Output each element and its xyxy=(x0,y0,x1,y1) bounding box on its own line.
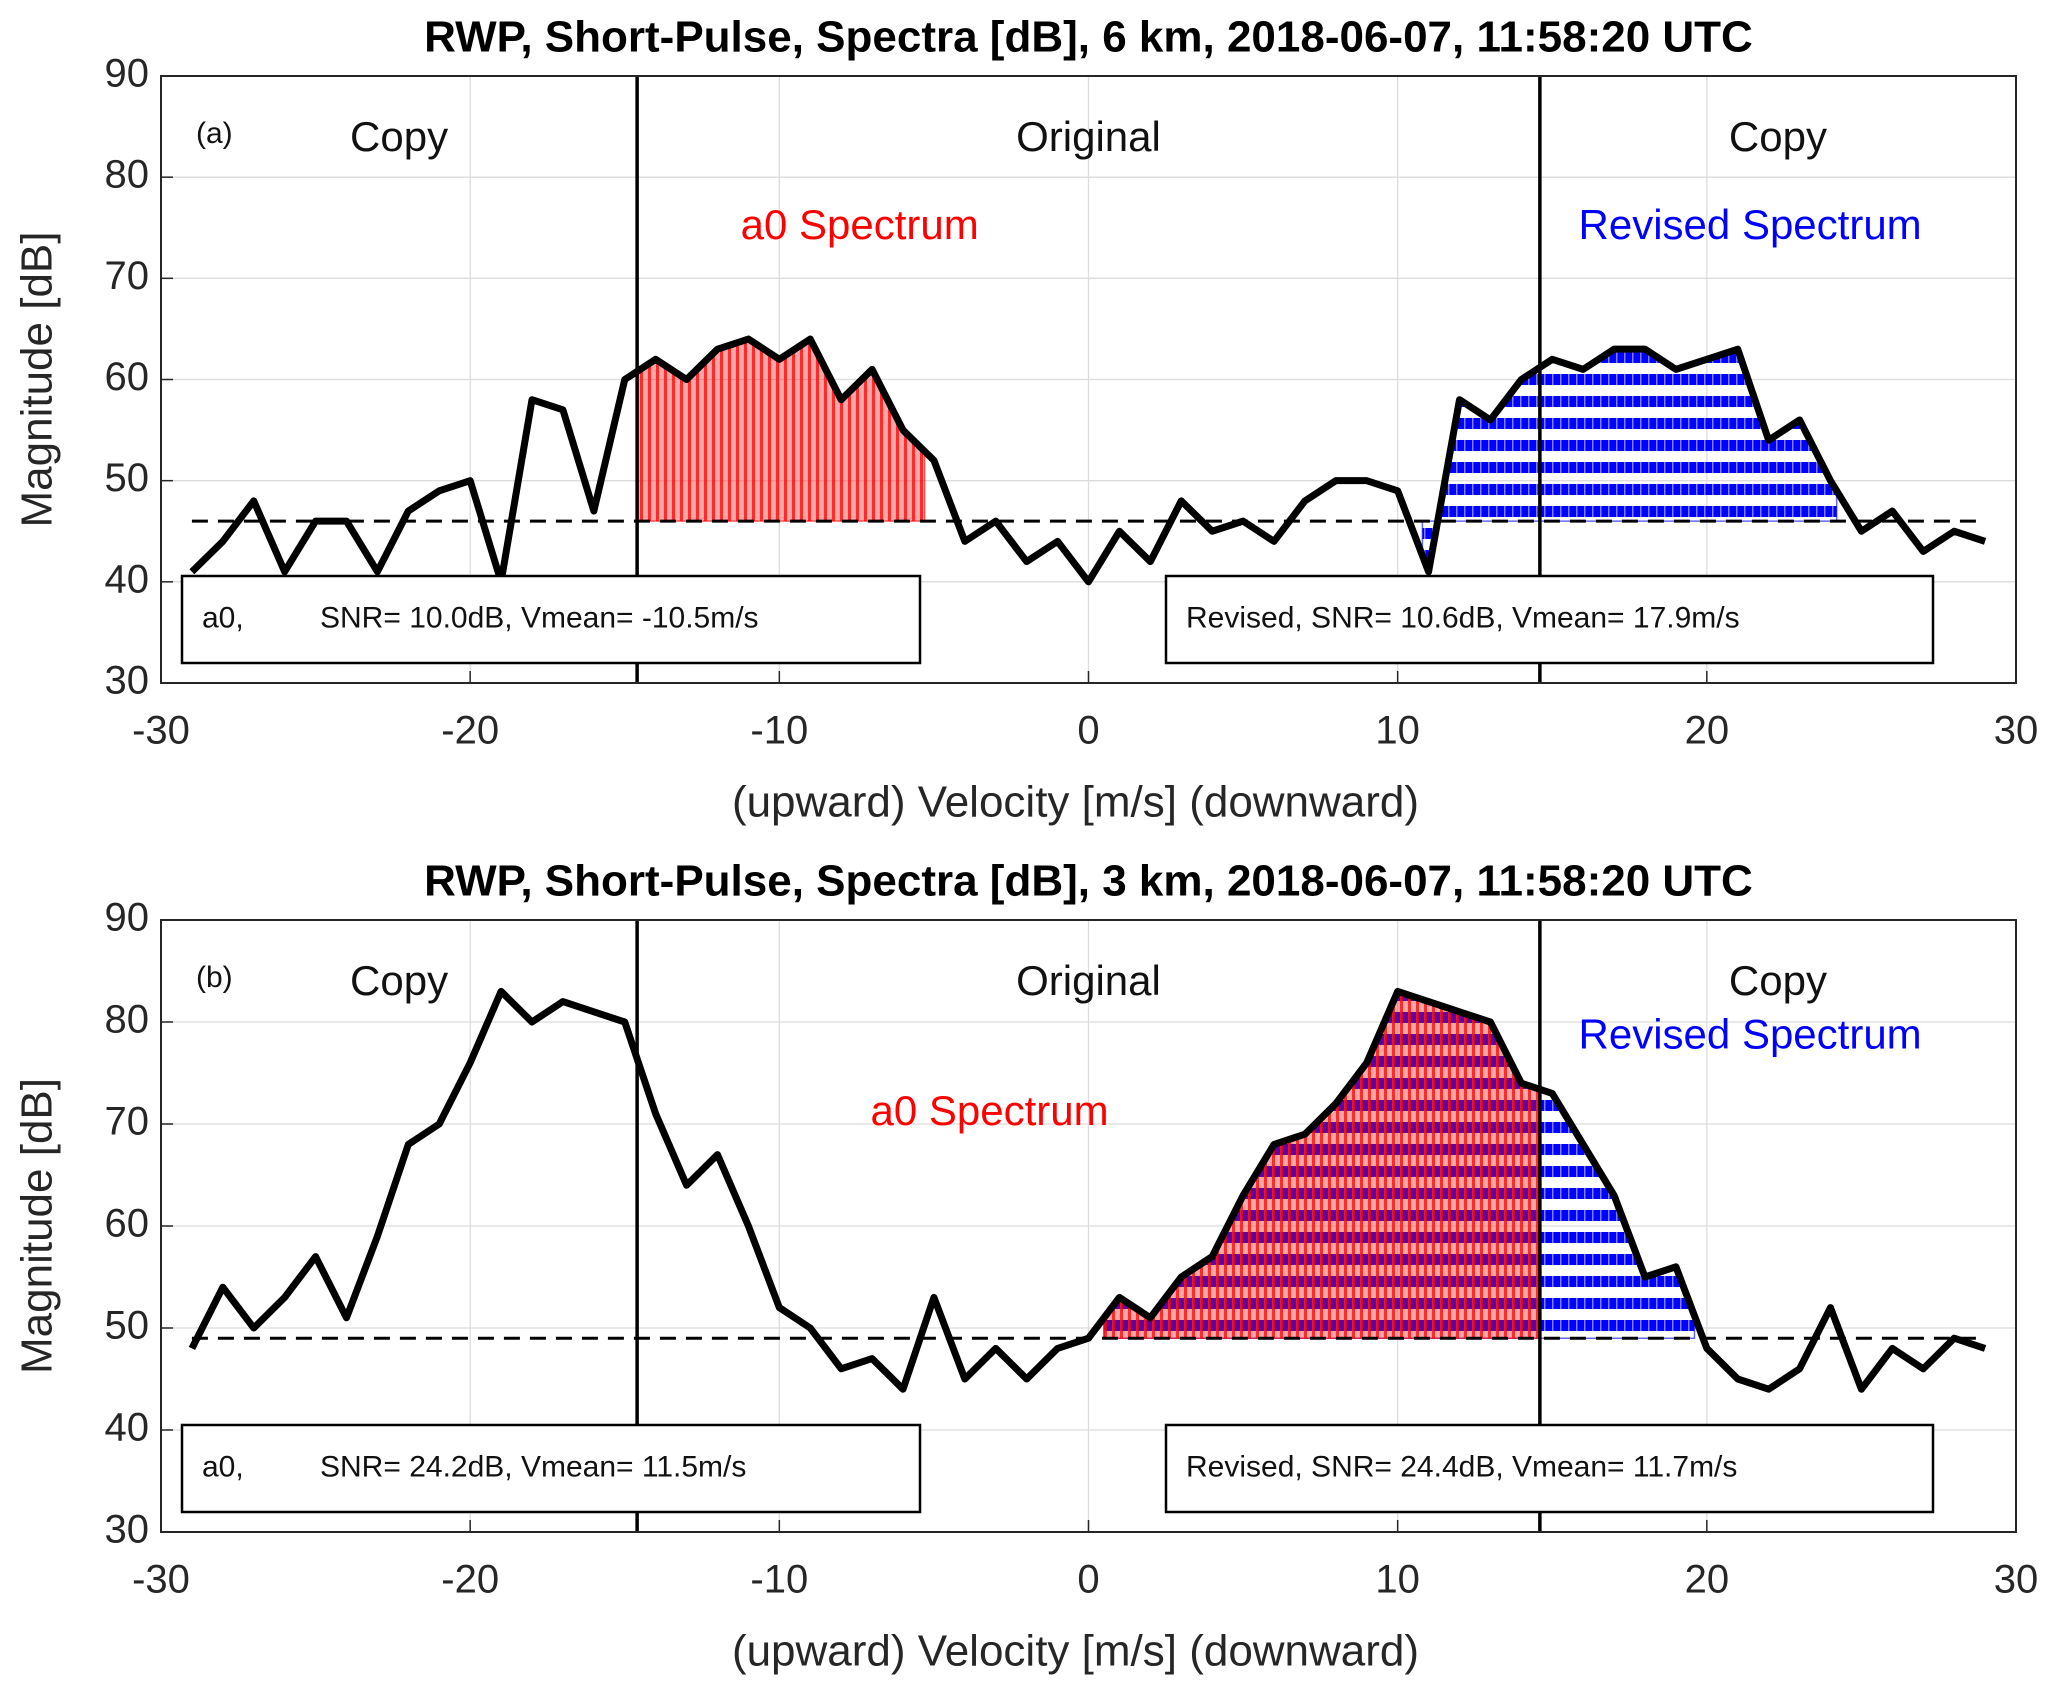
y-tick-label: 50 xyxy=(105,456,150,500)
fill-label: a0 Spectrum xyxy=(871,1087,1109,1134)
y-tick-label: 90 xyxy=(105,52,150,96)
info-text: Revised, SNR= 24.4dB, Vmean= 11.7m/s xyxy=(1186,1450,1737,1483)
info-box xyxy=(180,574,922,665)
panel-label: (a) xyxy=(196,117,233,150)
x-tick-label: 20 xyxy=(1685,1558,1730,1602)
x-axis-label: (upward) Velocity [m/s] (downward) xyxy=(732,1627,1419,1676)
fill-label: Revised Spectrum xyxy=(1579,1010,1922,1057)
spectrum-line xyxy=(188,987,1987,1393)
y-tick-label: 70 xyxy=(105,254,150,298)
chart-title: RWP, Short-Pulse, Spectra [dB], 6 km, 20… xyxy=(424,13,1753,62)
y-tick-label: 30 xyxy=(105,1508,150,1552)
x-tick-label: -20 xyxy=(441,1558,499,1602)
x-tick-label: 0 xyxy=(1077,709,1099,753)
region-label: Copy xyxy=(1729,957,1827,1004)
region-label: Copy xyxy=(350,957,448,1004)
chart-title: RWP, Short-Pulse, Spectra [dB], 3 km, 20… xyxy=(424,857,1753,906)
y-tick-label: 60 xyxy=(105,355,150,399)
y-tick-label: 30 xyxy=(105,659,150,703)
x-tick-label: 0 xyxy=(1077,1558,1099,1602)
panel-label: (b) xyxy=(196,961,233,994)
x-tick-label: -20 xyxy=(441,709,499,753)
fill-label: Revised Spectrum xyxy=(1579,201,1922,248)
x-tick-label: 10 xyxy=(1375,1558,1420,1602)
y-tick-label: 40 xyxy=(105,557,150,601)
y-tick-label: 60 xyxy=(105,1202,150,1246)
info-box xyxy=(1164,1423,1935,1514)
info-text: SNR= 24.2dB, Vmean= 11.5m/s xyxy=(320,1450,746,1483)
x-tick-label: -10 xyxy=(750,1558,808,1602)
info-text: a0, xyxy=(202,601,244,634)
y-tick-label: 90 xyxy=(105,896,150,940)
region-label: Copy xyxy=(1729,113,1827,160)
x-tick-label: 10 xyxy=(1375,709,1420,753)
y-tick-label: 80 xyxy=(105,153,150,197)
x-axis-label: (upward) Velocity [m/s] (downward) xyxy=(732,778,1419,827)
info-text: SNR= 10.0dB, Vmean= -10.5m/s xyxy=(320,601,759,634)
axes-box xyxy=(160,919,2017,1533)
info-text: Revised, SNR= 10.6dB, Vmean= 17.9m/s xyxy=(1186,601,1740,634)
info-box xyxy=(180,1423,922,1514)
info-text: a0, xyxy=(202,1450,244,1483)
y-tick-label: 80 xyxy=(105,998,150,1042)
x-tick-label: 30 xyxy=(1994,709,2039,753)
y-tick-label: 40 xyxy=(105,1406,150,1450)
x-tick-label: 30 xyxy=(1994,1558,2039,1602)
y-tick-label: 70 xyxy=(105,1100,150,1144)
y-axis-label: Magnitude [dB] xyxy=(13,1078,62,1374)
fill-label: a0 Spectrum xyxy=(741,201,979,248)
y-tick-label: 50 xyxy=(105,1304,150,1348)
region-label: Original xyxy=(1016,957,1161,1004)
x-tick-label: -30 xyxy=(132,709,190,753)
region-label: Copy xyxy=(350,113,448,160)
region-label: Original xyxy=(1016,113,1161,160)
axes-box xyxy=(160,75,2017,684)
x-tick-label: -10 xyxy=(750,709,808,753)
info-box xyxy=(1164,574,1935,665)
x-tick-label: 20 xyxy=(1685,709,1730,753)
x-tick-label: -30 xyxy=(132,1558,190,1602)
y-axis-label: Magnitude [dB] xyxy=(13,232,62,528)
spectrum-line xyxy=(189,335,1987,586)
